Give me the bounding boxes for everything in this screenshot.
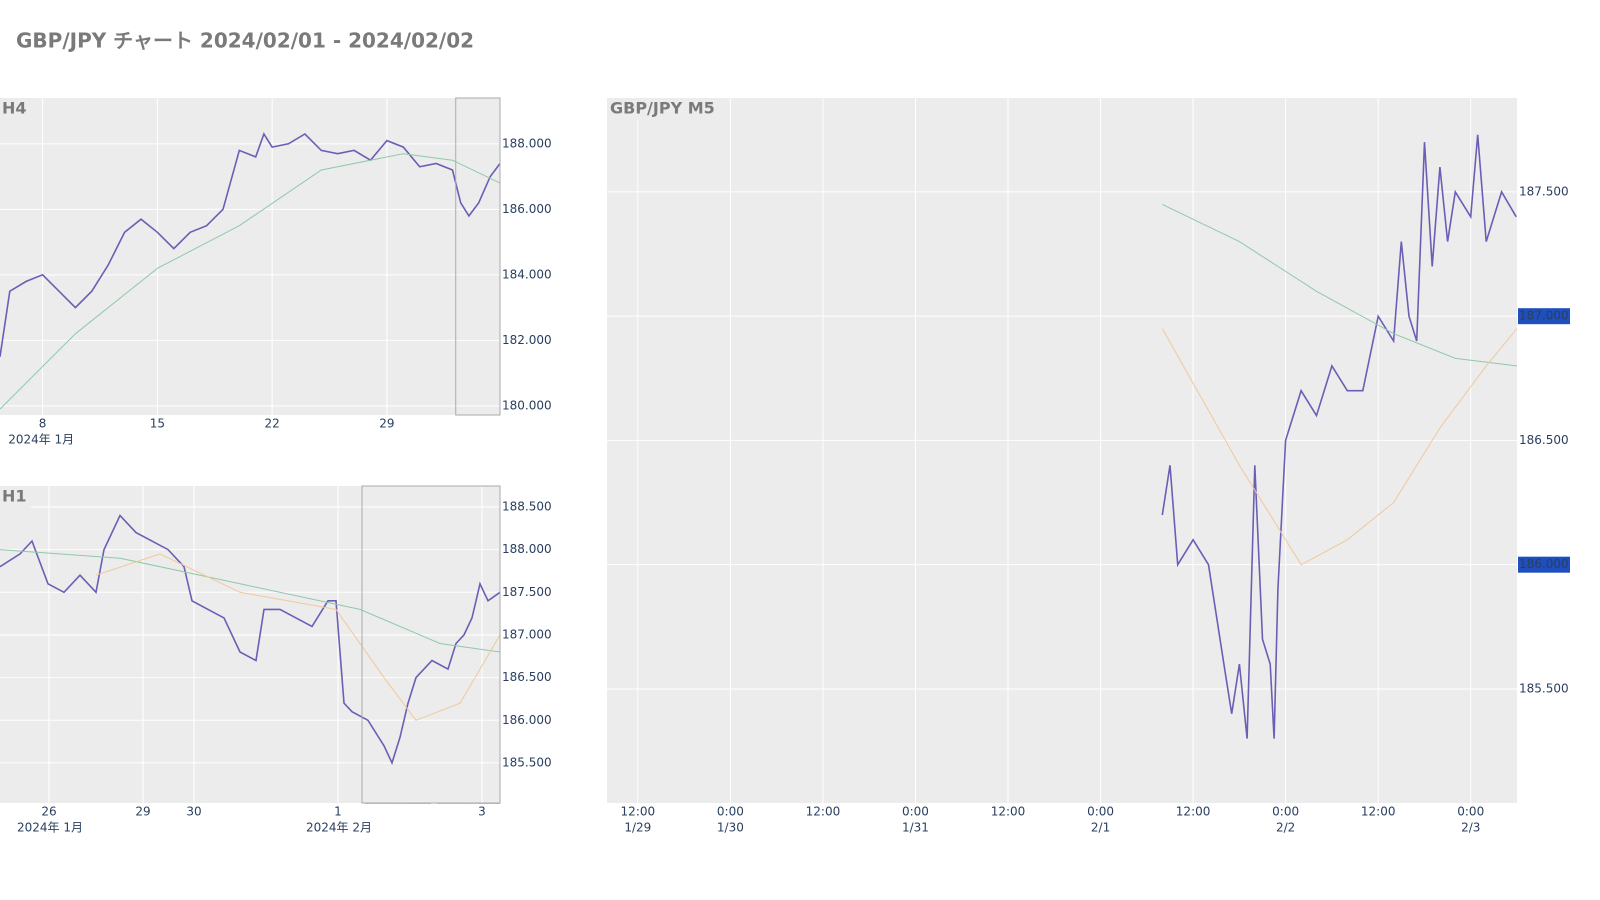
x-tick-label: 12:00 — [621, 805, 656, 819]
x-tick-date: 2/2 — [1276, 821, 1295, 835]
price-line — [0, 132, 501, 357]
y-tick-label: 186.000 — [1519, 557, 1569, 571]
price-line — [1161, 328, 1518, 566]
highlight-range — [361, 485, 501, 804]
x-tick-label: 8 — [39, 417, 47, 431]
price-line — [1162, 203, 1518, 367]
panel-title: H1 — [2, 487, 27, 506]
price-line — [0, 549, 501, 653]
x-tick-label: 12:00 — [1176, 805, 1211, 819]
panel: 187.500 187.000 186.500 186.000 185.500 12:00… — [607, 98, 1570, 835]
x-tick-date: 1/30 — [717, 821, 744, 835]
y-tick-label: 188.500 — [502, 499, 552, 513]
y-tick-label: 185.500 — [1519, 681, 1569, 695]
x-tick-date: 2/3 — [1461, 821, 1480, 835]
panel-title: GBP/JPY M5 — [610, 99, 715, 118]
x-tick-label: 12:00 — [991, 805, 1026, 819]
x-tick-label: 15 — [150, 417, 165, 431]
x-tick-date: 1/31 — [902, 821, 929, 835]
y-tick-label: 184.000 — [502, 267, 552, 281]
x-tick-label: 0:00 — [717, 805, 744, 819]
tick-highlight — [1518, 308, 1570, 325]
price-line — [1161, 134, 1517, 739]
x-tick-label: 29 — [135, 805, 150, 819]
price-line — [0, 514, 501, 766]
y-tick-label: 188.000 — [502, 136, 552, 150]
price-line — [0, 153, 501, 410]
x-tick-label: 0:00 — [902, 805, 929, 819]
y-tick-label: 186.000 — [502, 202, 552, 216]
x-tick-label: 0:00 — [1457, 805, 1484, 819]
x-tick-label: 3 — [478, 805, 486, 819]
x-tick-label: 26 — [41, 805, 56, 819]
x-tick-label: 12:00 — [806, 805, 841, 819]
panel-title: H4 — [2, 99, 27, 118]
x-tick-label: 29 — [379, 417, 394, 431]
y-tick-label: 188.000 — [502, 542, 552, 556]
panel: 188.000 186.000 184.000 182.000 180.000 8 15 22… — [0, 97, 552, 447]
y-tick-label: 180.000 — [502, 398, 552, 412]
x-tick-label: 12:00 — [1361, 805, 1396, 819]
x-tick-label: 30 — [186, 805, 201, 819]
x-tick-label: 1 — [334, 805, 342, 819]
y-tick-label: 187.500 — [502, 585, 552, 599]
y-tick-label: 187.000 — [502, 627, 552, 641]
price-line — [95, 553, 501, 721]
plot-area — [0, 486, 500, 803]
x-group-label: 2024年 1月 — [17, 821, 83, 835]
x-tick-date: 2/1 — [1091, 821, 1110, 835]
y-tick-label: 186.500 — [502, 670, 552, 684]
highlight-range — [455, 97, 501, 416]
y-tick-label: 187.500 — [1519, 184, 1569, 198]
y-tick-label: 187.000 — [1519, 309, 1569, 323]
x-tick-date: 1/29 — [624, 821, 651, 835]
y-tick-label: 186.000 — [502, 713, 552, 727]
x-tick-label: 0:00 — [1272, 805, 1299, 819]
y-tick-label: 182.000 — [502, 333, 552, 347]
x-group-label: 2024年 1月 — [8, 433, 74, 447]
tick-highlight — [1518, 556, 1570, 573]
plot-area — [607, 98, 1517, 803]
panel: 188.500 188.000 187.500 187.000 186.500 186.0… — [0, 485, 552, 835]
y-tick-label: 185.500 — [502, 755, 552, 769]
page-title: GBP/JPY チャート 2024/02/01 - 2024/02/02 — [16, 29, 474, 53]
x-group-label: 2024年 2月 — [306, 821, 372, 835]
panel-title-bg — [0, 486, 31, 508]
plot-area — [0, 98, 500, 415]
panel-title-bg — [0, 98, 31, 120]
x-tick-label: 22 — [264, 417, 279, 431]
y-tick-label: 186.500 — [1519, 433, 1569, 447]
x-tick-label: 0:00 — [1087, 805, 1114, 819]
panel-title-bg — [608, 98, 719, 120]
